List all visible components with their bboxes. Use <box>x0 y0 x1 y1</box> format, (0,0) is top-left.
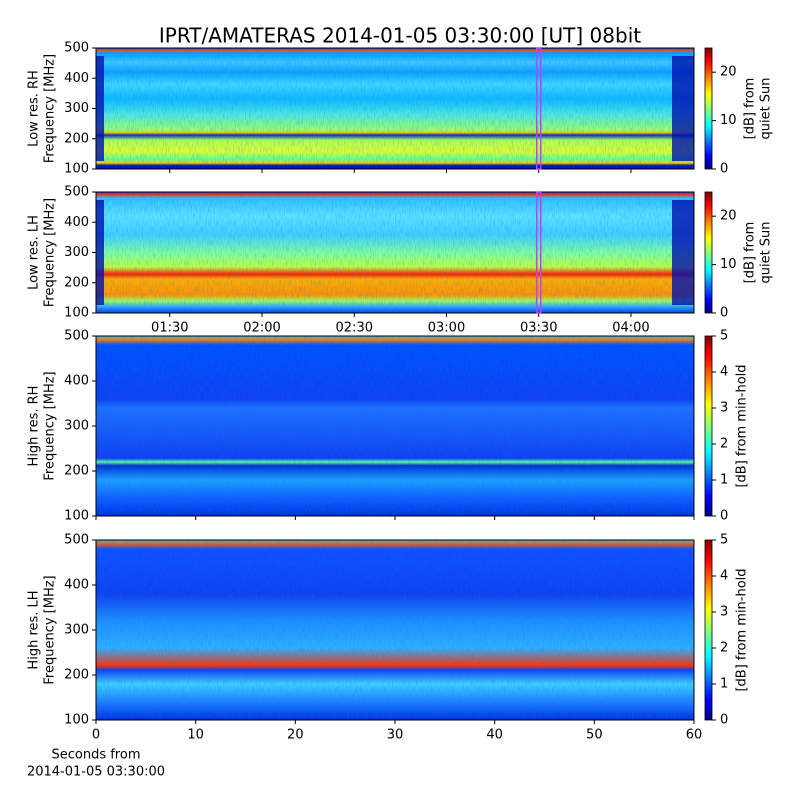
y-axis-label: Frequency [MHz] <box>43 54 58 163</box>
x-tick-label: 03:30 <box>520 321 557 336</box>
colorbar-tick-label: 2 <box>720 641 728 656</box>
colorbar-label: quiet Sun <box>759 77 774 139</box>
no-data-region <box>672 200 694 305</box>
no-data-region <box>96 200 104 305</box>
y-tick-label: 400 <box>64 215 89 230</box>
y-tick-label: 500 <box>64 185 89 200</box>
y-tick-label: 100 <box>64 509 89 524</box>
y-axis-label: Low res. LH <box>27 215 42 290</box>
colorbar-tick-label: 20 <box>720 209 737 224</box>
x-tick-label: 03:00 <box>428 321 465 336</box>
colorbar <box>704 47 713 170</box>
y-tick-label: 500 <box>64 329 89 344</box>
y-tick-label: 300 <box>64 419 89 434</box>
colorbar-tick-label: 10 <box>720 257 737 272</box>
y-axis-label: Frequency [MHz] <box>43 371 58 480</box>
colorbar-tick-label: 4 <box>720 569 728 584</box>
colorbar-tick-label: 3 <box>720 605 728 620</box>
colorbar-label: [dB] from min-hold <box>735 568 750 691</box>
spectrogram-texture <box>96 540 694 720</box>
y-tick-label: 200 <box>64 464 89 479</box>
no-data-region <box>96 56 104 161</box>
colorbar-label: [dB] from <box>743 222 758 284</box>
x-tick-label: 20 <box>287 728 304 743</box>
y-tick-label: 500 <box>64 41 89 56</box>
y-axis-label: High res. RH <box>27 386 42 467</box>
x-axis-label: Seconds from <box>51 748 140 763</box>
time-marker <box>535 47 542 170</box>
x-tick-label: 01:30 <box>151 321 188 336</box>
colorbar-tick-label: 0 <box>720 509 728 524</box>
spectrogram-texture <box>96 192 694 313</box>
colorbar-tick-label: 3 <box>720 401 728 416</box>
y-tick-label: 400 <box>64 374 89 389</box>
no-data-region <box>672 56 694 161</box>
y-tick-label: 200 <box>64 131 89 146</box>
colorbar-tick-label: 20 <box>720 65 737 80</box>
time-marker <box>535 191 542 314</box>
x-tick-label: 50 <box>586 728 603 743</box>
y-axis-label: Frequency [MHz] <box>43 198 58 307</box>
y-tick-label: 300 <box>64 101 89 116</box>
y-tick-label: 100 <box>64 162 89 177</box>
y-tick-label: 300 <box>64 245 89 260</box>
y-tick-label: 400 <box>64 71 89 86</box>
y-tick-label: 100 <box>64 306 89 321</box>
colorbar-tick-label: 1 <box>720 677 728 692</box>
x-tick-label: 04:00 <box>612 321 649 336</box>
y-tick-label: 300 <box>64 623 89 638</box>
y-axis-label: Frequency [MHz] <box>43 575 58 684</box>
y-tick-label: 500 <box>64 533 89 548</box>
colorbar-tick-label: 4 <box>720 365 728 380</box>
y-axis-label: Low res. RH <box>27 70 42 147</box>
colorbar <box>704 539 713 721</box>
colorbar-tick-label: 0 <box>720 306 728 321</box>
x-tick-label: 30 <box>387 728 404 743</box>
colorbar-tick-label: 5 <box>720 533 728 548</box>
y-tick-label: 100 <box>64 713 89 728</box>
colorbar-tick-label: 0 <box>720 162 728 177</box>
x-tick-label: 60 <box>686 728 703 743</box>
x-tick-label: 02:30 <box>336 321 373 336</box>
colorbar-tick-label: 2 <box>720 437 728 452</box>
spectrogram-texture <box>96 336 694 516</box>
x-tick-label: 0 <box>92 728 100 743</box>
colorbar-tick-label: 5 <box>720 329 728 344</box>
chart-title: IPRT/AMATERAS 2014-01-05 03:30:00 [UT] 0… <box>159 24 641 48</box>
colorbar-tick-label: 1 <box>720 473 728 488</box>
x-tick-label: 40 <box>486 728 503 743</box>
colorbar <box>704 335 713 517</box>
y-tick-label: 200 <box>64 275 89 290</box>
y-axis-label: High res. LH <box>27 590 42 669</box>
colorbar-label: [dB] from <box>743 78 758 140</box>
x-tick-label: 10 <box>187 728 204 743</box>
x-axis-label: 2014-01-05 03:30:00 <box>27 765 165 780</box>
spectrogram-texture <box>96 48 694 169</box>
y-tick-label: 200 <box>64 668 89 683</box>
colorbar-label: quiet Sun <box>759 221 774 283</box>
x-tick-label: 02:00 <box>243 321 280 336</box>
colorbar <box>704 191 713 314</box>
colorbar-label: [dB] from min-hold <box>735 364 750 487</box>
colorbar-tick-label: 10 <box>720 113 737 128</box>
colorbar-tick-label: 0 <box>720 713 728 728</box>
y-tick-label: 400 <box>64 578 89 593</box>
